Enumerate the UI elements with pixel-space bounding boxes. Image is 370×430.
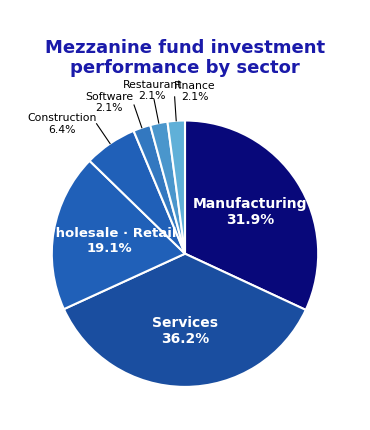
Wedge shape bbox=[185, 120, 318, 310]
Wedge shape bbox=[150, 122, 185, 254]
Wedge shape bbox=[134, 125, 185, 254]
Wedge shape bbox=[168, 120, 185, 254]
Text: Restaurant
2.1%: Restaurant 2.1% bbox=[122, 80, 182, 101]
Wedge shape bbox=[90, 131, 185, 254]
Wedge shape bbox=[64, 254, 306, 387]
Wedge shape bbox=[52, 161, 185, 309]
Text: Software
2.1%: Software 2.1% bbox=[85, 92, 133, 113]
Text: Construction
6.4%: Construction 6.4% bbox=[27, 113, 97, 135]
Text: Finance
2.1%: Finance 2.1% bbox=[174, 81, 216, 102]
Text: Services
36.2%: Services 36.2% bbox=[152, 316, 218, 346]
Text: Manufacturing
31.9%: Manufacturing 31.9% bbox=[193, 197, 307, 227]
Title: Mezzanine fund investment
performance by sector: Mezzanine fund investment performance by… bbox=[45, 39, 325, 77]
Text: Wholesale · Retail
19.1%: Wholesale · Retail 19.1% bbox=[41, 227, 176, 255]
